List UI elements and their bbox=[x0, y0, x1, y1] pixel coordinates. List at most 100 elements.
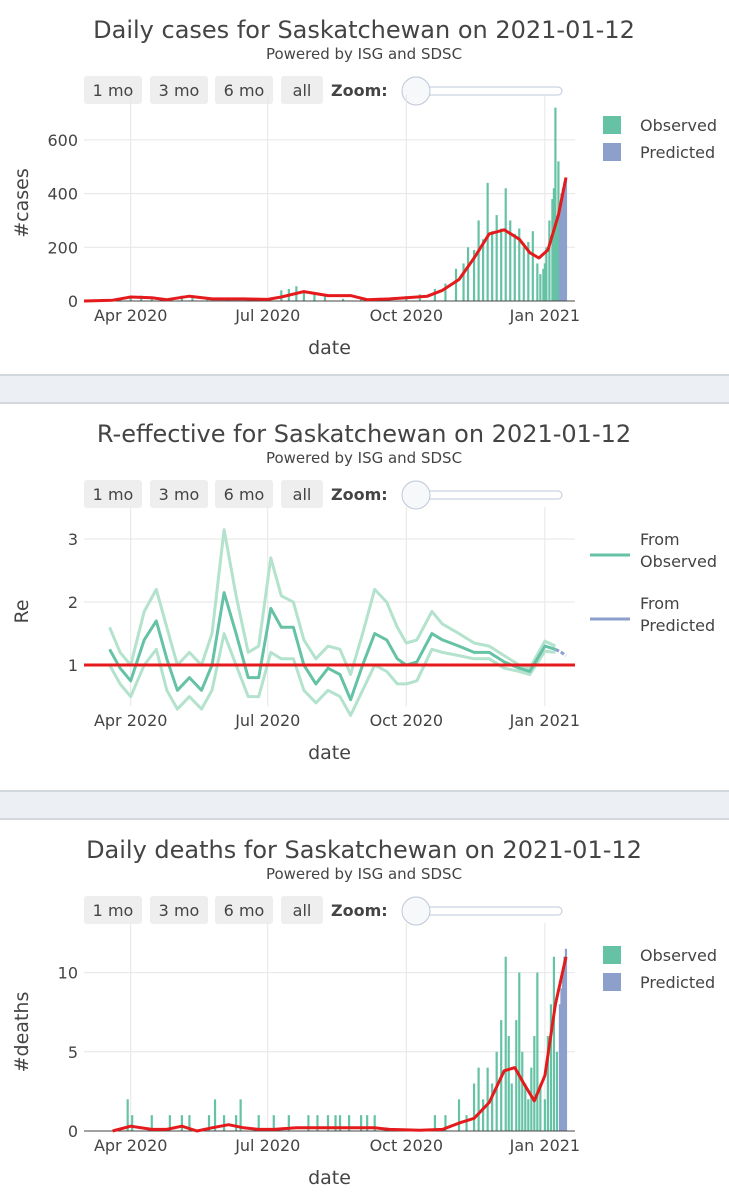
range-6mo-button[interactable]: 6 mo bbox=[215, 896, 273, 924]
observed-bar bbox=[527, 1099, 530, 1131]
observed-bar bbox=[444, 1115, 447, 1131]
zoom-slider-track[interactable] bbox=[415, 86, 563, 96]
range-button-bg[interactable] bbox=[215, 896, 273, 924]
x-tick-label: Apr 2020 bbox=[94, 711, 167, 730]
observed-bar bbox=[457, 1099, 461, 1131]
range-1mo-button[interactable]: 1 mo bbox=[84, 76, 142, 104]
reff-chart: R-effective for Saskatchewan on 2021-01-… bbox=[11, 420, 717, 764]
observed-bar bbox=[539, 1083, 542, 1131]
legend-swatch-observed[interactable] bbox=[603, 946, 621, 964]
range-button-label[interactable]: 3 mo bbox=[159, 81, 200, 100]
predicted-bar bbox=[561, 188, 565, 301]
range-1mo-button[interactable]: 1 mo bbox=[84, 896, 142, 924]
range-3mo-button[interactable]: 3 mo bbox=[150, 896, 208, 924]
observed-bar bbox=[466, 247, 470, 301]
range-button-bg[interactable] bbox=[84, 480, 142, 508]
legend-label[interactable]: Observed bbox=[640, 552, 717, 571]
legend-label[interactable]: Predicted bbox=[640, 973, 715, 992]
observed-bar bbox=[530, 1067, 533, 1131]
range-button-label[interactable]: 3 mo bbox=[159, 485, 200, 504]
observed-bar bbox=[539, 274, 542, 301]
legend-item[interactable]: From Observed bbox=[590, 530, 717, 571]
range-button-label[interactable]: 1 mo bbox=[93, 485, 134, 504]
zoom-slider-handle[interactable] bbox=[401, 480, 431, 510]
range-button-label[interactable]: 6 mo bbox=[224, 901, 265, 920]
observed-bar bbox=[518, 228, 521, 301]
observed-bar bbox=[536, 972, 539, 1131]
cases-panel: Daily cases for Saskatchewan on 2021-01-… bbox=[0, 0, 729, 374]
zoom-slider-track[interactable] bbox=[415, 906, 563, 916]
legend-label[interactable]: Observed bbox=[640, 116, 717, 135]
observed-bar bbox=[552, 188, 556, 301]
legend-item[interactable]: Predicted bbox=[603, 973, 715, 992]
zoom-slider-handle[interactable] bbox=[401, 76, 431, 106]
legend-item[interactable]: Observed bbox=[603, 946, 717, 965]
observed-bar bbox=[533, 1035, 536, 1131]
range-button-label[interactable]: 1 mo bbox=[93, 901, 134, 920]
y-tick-label: 0 bbox=[68, 1122, 78, 1141]
legend-label[interactable]: From bbox=[640, 594, 680, 613]
range-button-bg[interactable] bbox=[215, 480, 273, 508]
observed-bar bbox=[495, 215, 498, 301]
range-button-bg[interactable] bbox=[281, 896, 323, 924]
observed-bar bbox=[482, 1099, 485, 1131]
observed-bar bbox=[222, 1115, 226, 1131]
zoom-slider-track[interactable] bbox=[415, 490, 563, 500]
range-6mo-button[interactable]: 6 mo bbox=[215, 76, 273, 104]
range-button-bg[interactable] bbox=[281, 76, 323, 104]
legend-label[interactable]: From bbox=[640, 530, 680, 549]
observed-bar bbox=[522, 247, 525, 301]
x-tick-label: Jan 2021 bbox=[509, 711, 580, 730]
cases-chart: Daily cases for Saskatchewan on 2021-01-… bbox=[11, 16, 717, 359]
range-button-bg[interactable] bbox=[84, 76, 142, 104]
y-tick-label: 0 bbox=[68, 292, 78, 311]
legend-swatch-predicted[interactable] bbox=[603, 143, 621, 161]
range-button-label[interactable]: all bbox=[293, 901, 312, 920]
range-button-bg[interactable] bbox=[215, 76, 273, 104]
legend-item[interactable]: Observed bbox=[603, 116, 717, 135]
observed-bar bbox=[545, 247, 548, 301]
observed-bar bbox=[504, 956, 507, 1131]
range-button-label[interactable]: all bbox=[293, 81, 312, 100]
observed-bar bbox=[527, 241, 530, 301]
range-button-label[interactable]: 6 mo bbox=[224, 81, 265, 100]
legend-item[interactable]: Predicted bbox=[603, 143, 715, 162]
range-button-label[interactable]: 6 mo bbox=[224, 485, 265, 504]
observed-bar bbox=[543, 1099, 546, 1131]
legend-label[interactable]: Predicted bbox=[640, 616, 715, 635]
range-button-label[interactable]: 1 mo bbox=[93, 81, 134, 100]
range-button-label[interactable]: 3 mo bbox=[159, 901, 200, 920]
observed-bar bbox=[235, 1115, 238, 1131]
range-all-button[interactable]: all bbox=[281, 896, 323, 924]
legend-item[interactable]: From Predicted bbox=[590, 594, 715, 635]
observed-bar bbox=[482, 239, 485, 301]
observed-bar bbox=[180, 1115, 183, 1131]
range-1mo-button[interactable]: 1 mo bbox=[84, 480, 142, 508]
range-3mo-button[interactable]: 3 mo bbox=[150, 76, 208, 104]
observed-bar bbox=[313, 293, 316, 301]
observed-bar bbox=[338, 1115, 342, 1131]
predicted-bar bbox=[564, 948, 568, 1131]
range-button-bg[interactable] bbox=[150, 76, 208, 104]
range-button-label[interactable]: all bbox=[293, 485, 312, 504]
observed-bar bbox=[207, 1115, 211, 1131]
range-6mo-button[interactable]: 6 mo bbox=[215, 480, 273, 508]
range-button-bg[interactable] bbox=[84, 896, 142, 924]
range-button-bg[interactable] bbox=[150, 480, 208, 508]
observed-bar bbox=[486, 1067, 489, 1131]
range-all-button[interactable]: all bbox=[281, 76, 323, 104]
chart-subtitle: Powered by ISG and SDSC bbox=[266, 865, 462, 883]
legend-label[interactable]: Observed bbox=[640, 946, 717, 965]
range-all-button[interactable]: all bbox=[281, 480, 323, 508]
legend-label[interactable]: Predicted bbox=[640, 143, 715, 162]
range-3mo-button[interactable]: 3 mo bbox=[150, 480, 208, 508]
observed-bar bbox=[495, 1051, 498, 1131]
observed-bar bbox=[513, 233, 516, 301]
zoom-slider-handle[interactable] bbox=[401, 896, 431, 926]
range-button-bg[interactable] bbox=[150, 896, 208, 924]
x-tick-label: Oct 2020 bbox=[370, 711, 443, 730]
legend-swatch-predicted[interactable] bbox=[603, 973, 621, 991]
legend-swatch-observed[interactable] bbox=[603, 116, 621, 134]
range-button-bg[interactable] bbox=[281, 480, 323, 508]
observed-re-line bbox=[108, 591, 556, 702]
